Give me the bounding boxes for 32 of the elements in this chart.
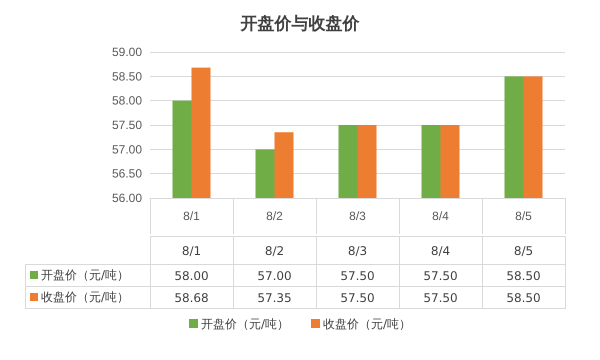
category-label: 8/3 xyxy=(348,244,368,258)
y-tick-label: 59.00 xyxy=(112,45,142,59)
legend-label: 开盘价（元/吨） xyxy=(26,264,150,286)
data-label: 57.50 xyxy=(316,286,399,308)
y-tick-label: 57.50 xyxy=(112,118,142,132)
x-tick-label: 8/4 xyxy=(432,209,450,223)
category-label: 8/5 xyxy=(514,244,534,258)
data-label: 57.35 xyxy=(233,286,316,308)
data-label: 58.00 xyxy=(150,264,233,286)
y-tick-label: 58.50 xyxy=(112,69,142,84)
text: 收盘价（元/吨） xyxy=(323,317,412,331)
y-tick-label: 58.00 xyxy=(112,94,142,108)
data-label: 57.50 xyxy=(399,264,482,286)
category-label: 8/2 xyxy=(264,244,284,258)
data-label: 58.68 xyxy=(150,286,233,308)
legend-label: 收盘价（元/吨） xyxy=(26,286,150,308)
data-label: 58.50 xyxy=(482,286,565,308)
x-tick-label: 8/2 xyxy=(266,209,284,223)
y-tick-label: 56.50 xyxy=(112,166,142,181)
y-tick-label: 56.00 xyxy=(112,191,142,205)
x-tick-label: 8/5 xyxy=(515,209,532,223)
category-label: 8/4 xyxy=(430,244,450,258)
data-label: 58.50 xyxy=(482,264,565,286)
text: 开盘价（元/吨） xyxy=(200,317,289,331)
data-label: 57.50 xyxy=(316,264,399,286)
x-tick-label: 8/3 xyxy=(349,209,366,223)
chart-title: 开盘价与收盘价 xyxy=(240,14,360,33)
category-label: 8/1 xyxy=(182,244,202,258)
data-label: 57.50 xyxy=(399,286,482,308)
x-tick-label: 8/1 xyxy=(183,209,200,223)
data-label: 57.00 xyxy=(233,264,316,286)
y-tick-label: 57.00 xyxy=(112,142,142,156)
